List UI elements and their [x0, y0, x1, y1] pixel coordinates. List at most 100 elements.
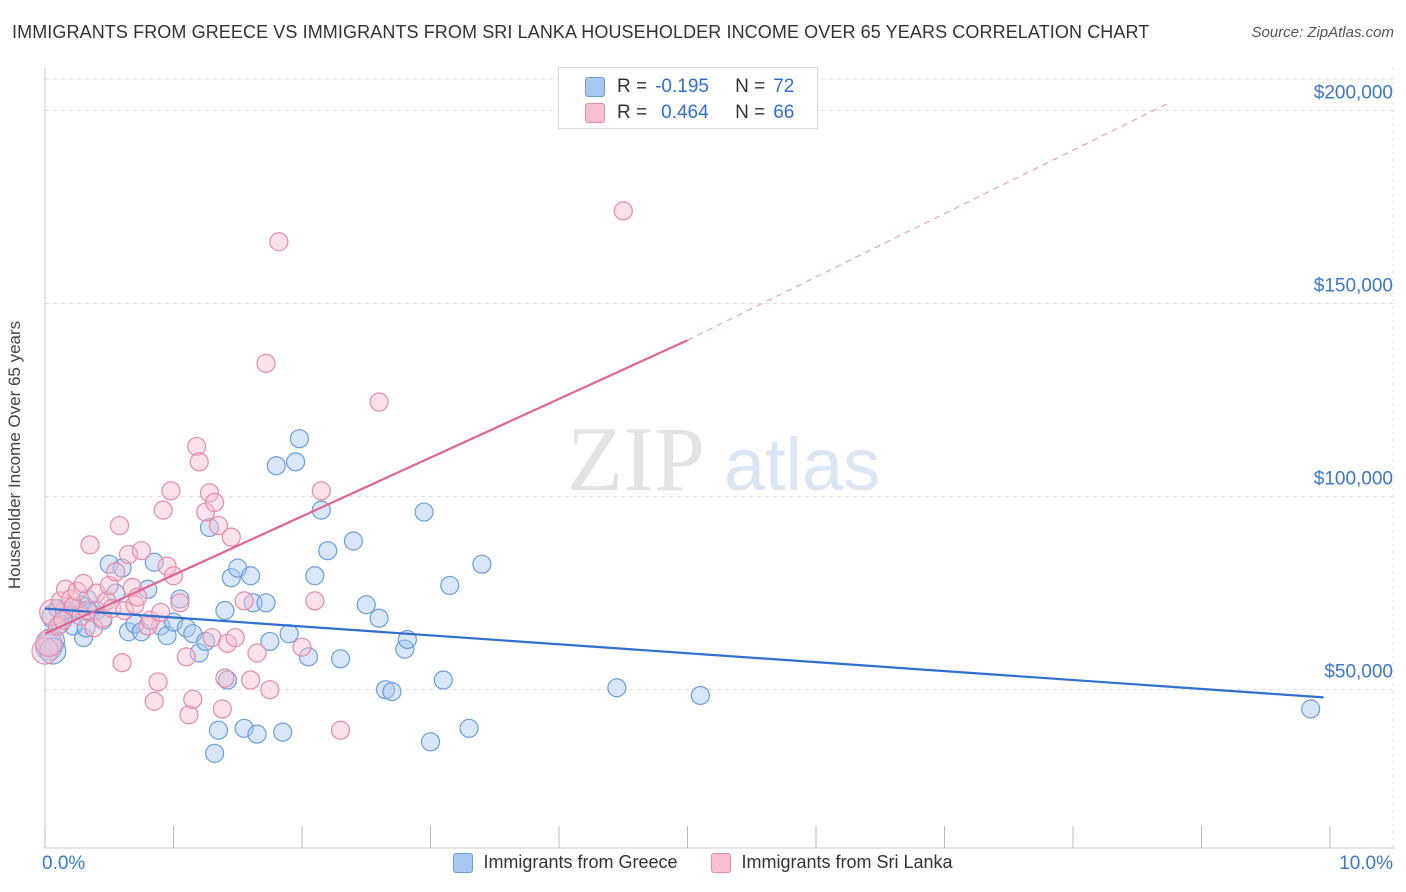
- srilanka-point-41: [183, 689, 203, 709]
- srilanka-point-26: [125, 595, 145, 615]
- srilanka-point-21: [109, 515, 130, 536]
- legend-greece-label: Immigrants from Greece: [483, 852, 678, 872]
- greece-point-50: [289, 429, 310, 449]
- greece-point-69: [607, 678, 627, 698]
- greece-point-65: [433, 670, 453, 690]
- legend-item-greece[interactable]: Immigrants from Greece: [453, 852, 677, 873]
- srilanka-point-45: [199, 483, 220, 503]
- greece-point-55: [330, 649, 351, 669]
- greece-point-35: [208, 720, 229, 740]
- y-tick-label-0: $50,000: [1324, 662, 1393, 683]
- srilanka-point-28: [131, 541, 151, 561]
- srilanka-point-32: [148, 672, 168, 692]
- srilanka-point-50: [215, 668, 235, 688]
- watermark-atlas: atlas: [724, 423, 880, 506]
- greece-point-54: [318, 541, 338, 561]
- greece-trend-line: [44, 607, 1324, 699]
- greece-point-38: [221, 568, 241, 588]
- greece-point-47: [273, 722, 293, 742]
- greece-point-67: [459, 718, 479, 738]
- greece-r-label: R =: [617, 76, 648, 97]
- greece-r-value: -0.195: [655, 76, 709, 97]
- greece-point-51: [298, 647, 319, 667]
- greece-point-71: [1301, 699, 1321, 719]
- legend-srilanka-label: Immigrants from Sri Lanka: [741, 852, 953, 872]
- srilanka-point-65: [613, 201, 633, 221]
- greece-point-66: [440, 575, 460, 596]
- series-greece: [35, 429, 1321, 763]
- srilanka-r-label: R =: [617, 102, 648, 123]
- srilanka-point-11: [73, 573, 94, 594]
- srilanka-point-58: [260, 680, 280, 700]
- y-tick-label-3: $200,000: [1314, 82, 1393, 103]
- greece-n-value: 72: [773, 76, 795, 97]
- axes: [44, 68, 1395, 849]
- srilanka-point-40: [179, 705, 199, 725]
- srilanka-point-63: [330, 720, 351, 740]
- legend-srilanka-swatch: [711, 852, 732, 873]
- srilanka-point-13: [80, 535, 100, 555]
- srilanka-point-47: [205, 492, 225, 513]
- greece-point-34: [205, 743, 225, 763]
- srilanka-point-56: [247, 643, 267, 663]
- greece-point-57: [356, 595, 376, 615]
- srilanka-point-52: [221, 527, 241, 547]
- srilanka-n-label: N =: [735, 102, 766, 123]
- tick-labels: $50,000 $100,000 $150,000 $200,000 0.0% 10.0%: [42, 82, 1393, 874]
- srilanka-point-62: [311, 481, 331, 501]
- srilanka-point-42: [187, 436, 207, 457]
- srilanka-point-24: [118, 544, 139, 565]
- srilanka-point-38: [170, 593, 190, 613]
- greece-point-44: [256, 593, 276, 613]
- srilanka-point-39: [176, 647, 196, 667]
- srilanka-point-36: [161, 481, 181, 501]
- srilanka-point-33: [151, 602, 171, 623]
- y-tick-label-1: $100,000: [1314, 469, 1393, 490]
- srilanka-point-48: [208, 515, 229, 536]
- srilanka-point-57: [256, 353, 276, 373]
- y-axis-label: Householder Income Over 65 years: [5, 320, 24, 590]
- corr-row-greece: R = -0.195 N = 72: [585, 74, 794, 100]
- watermark-zip: ZIP: [567, 408, 705, 510]
- srilanka-point-35: [157, 556, 177, 576]
- srilanka-point-64: [369, 392, 389, 412]
- legend-item-srilanka[interactable]: Immigrants from Sri Lanka: [711, 852, 953, 873]
- greece-point-46: [266, 456, 286, 476]
- srilanka-point-53: [225, 627, 245, 648]
- srilanka-point-34: [153, 500, 173, 520]
- srilanka-trend-extension: [687, 102, 1170, 341]
- srilanka-point-51: [217, 633, 238, 653]
- greece-point-64: [420, 732, 441, 752]
- greece-swatch: [585, 77, 605, 97]
- greece-point-45: [260, 631, 280, 652]
- srilanka-point-61: [305, 591, 325, 611]
- greece-point-56: [343, 531, 363, 551]
- srilanka-point-59: [269, 232, 289, 252]
- srilanka-point-1: [35, 629, 63, 657]
- srilanka-point-54: [234, 591, 254, 611]
- watermark: ZIP atlas: [567, 408, 880, 510]
- srilanka-point-55: [241, 670, 261, 690]
- greece-point-31: [189, 643, 209, 663]
- srilanka-point-43: [189, 452, 209, 472]
- greece-point-41: [241, 566, 261, 586]
- greece-n-label: N =: [735, 76, 766, 97]
- greece-point-36: [215, 600, 235, 621]
- y-tick-label-2: $150,000: [1314, 276, 1393, 297]
- greece-point-49: [285, 452, 306, 472]
- corr-row-srilanka: R = 0.464 N = 66: [585, 100, 794, 126]
- greece-point-24: [144, 552, 164, 572]
- greece-point-52: [305, 566, 325, 586]
- x-tick-label-right: 10.0%: [1339, 853, 1393, 874]
- srilanka-point-0: [31, 637, 59, 665]
- srilanka-swatch: [585, 103, 605, 123]
- greece-point-68: [472, 554, 492, 574]
- greece-point-43: [247, 724, 267, 744]
- greece-point-48: [279, 624, 299, 644]
- srilanka-point-7: [61, 589, 81, 609]
- source-credit: Source: ZipAtlas.com: [1251, 24, 1394, 41]
- correlation-box: R = -0.195 N = 72 R = 0.464 N = 66: [558, 67, 818, 129]
- greece-point-17: [99, 554, 119, 574]
- greece-point-60: [382, 682, 402, 702]
